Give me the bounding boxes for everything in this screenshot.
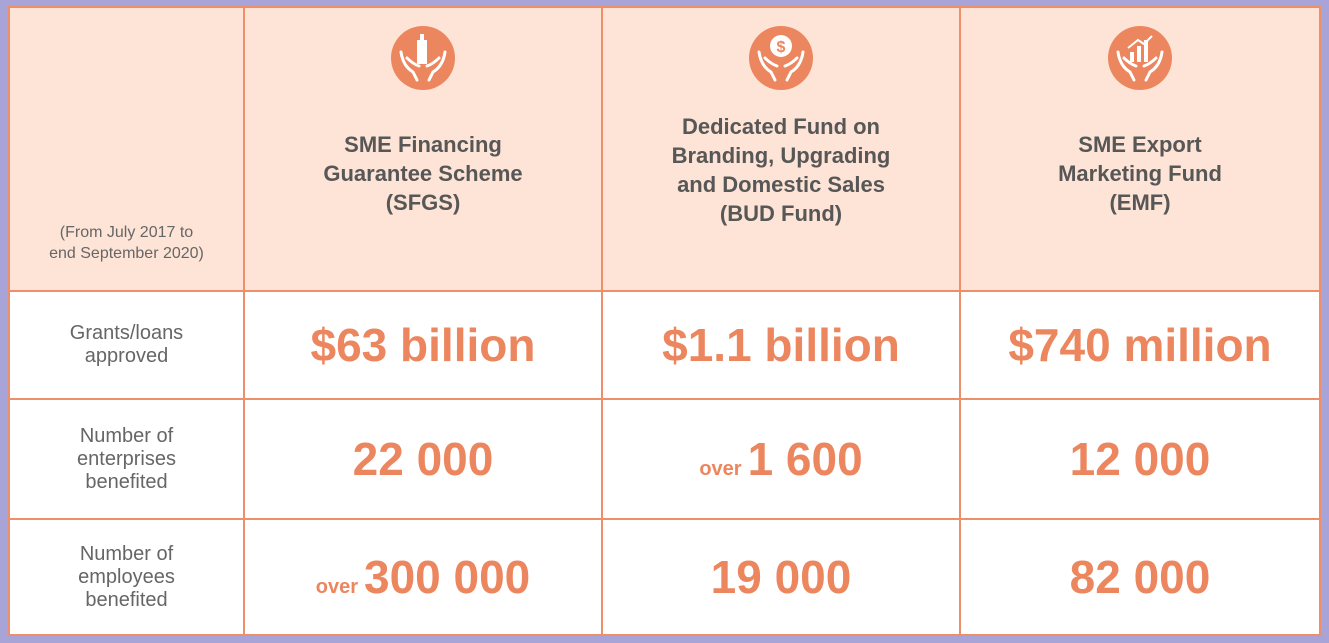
value: 19 000: [711, 550, 852, 604]
title-line: and Domestic Sales: [677, 172, 885, 197]
value-cell: $1.1 billion: [601, 290, 961, 400]
value-text: 22 000: [352, 433, 494, 485]
prefix: over: [699, 458, 742, 480]
title-line: Dedicated Fund on: [682, 114, 880, 139]
value-cell: 22 000: [243, 398, 603, 520]
row-label: Grants/loans approved: [8, 290, 245, 400]
value-cell: 82 000: [959, 518, 1321, 636]
value-cell: 12 000: [959, 398, 1321, 520]
value: 82 000: [1070, 550, 1211, 604]
value-text: $740 million: [1008, 319, 1272, 371]
value: 12 000: [1070, 432, 1211, 486]
label-line: benefited: [85, 470, 168, 493]
row-label: Number of enterprises benefited: [8, 398, 245, 520]
value-cell: $740 million: [959, 290, 1321, 400]
svg-text:$: $: [777, 39, 786, 56]
value-cell: 19 000: [601, 518, 961, 636]
title-line: (BUD Fund): [719, 201, 843, 226]
value-text: 12 000: [1069, 433, 1211, 485]
label-line: approved: [84, 345, 169, 367]
column-header: SME Export Marketing Fund (EMF): [959, 6, 1321, 292]
column-header: $ Dedicated Fund on Branding, Upgrading and…: [601, 6, 961, 292]
title-line: Marketing Fund: [1058, 161, 1222, 186]
label-line: Grants/loans: [69, 322, 184, 344]
column-header: SME Financing Guarantee Scheme (SFGS): [243, 6, 603, 292]
title-line: (EMF): [1109, 190, 1171, 215]
prefix: over: [315, 576, 358, 598]
title-line: SME Financing: [344, 132, 502, 157]
label-line: Number of: [79, 424, 174, 447]
table: (From July 2017 to end September 2020) SME…: [8, 6, 1321, 636]
value: $740 million: [1008, 318, 1271, 372]
value: 22 000: [353, 432, 494, 486]
icon: $: [749, 26, 813, 90]
label-line: employees: [78, 565, 175, 588]
label-line: Number of: [79, 542, 174, 565]
note-cell: (From July 2017 to end September 2020): [8, 6, 245, 292]
value: $63 billion: [311, 318, 536, 372]
icon: [391, 26, 455, 90]
value-text: $1.1 billion: [662, 319, 900, 371]
value: over 1 600: [699, 432, 862, 486]
title-line: Branding, Upgrading: [671, 143, 891, 168]
value-text: 1 600: [747, 433, 863, 485]
row-label: Number of employees benefited: [8, 518, 245, 636]
label-line: enterprises: [77, 447, 176, 470]
label-line: benefited: [85, 588, 168, 611]
value-cell: over 1 600: [601, 398, 961, 520]
value: $1.1 billion: [662, 318, 900, 372]
value-text: $63 billion: [310, 319, 536, 371]
value-cell: over 300 000: [243, 518, 603, 636]
value-text: 19 000: [710, 551, 852, 603]
note-line: (From July 2017 to: [59, 224, 194, 241]
title-line: (SFGS): [385, 190, 461, 215]
note-line: end September 2020): [49, 245, 204, 262]
icon: [1108, 26, 1172, 90]
value: over 300 000: [316, 550, 531, 604]
title-line: Guarantee Scheme: [323, 161, 523, 186]
title-line: SME Export: [1078, 132, 1202, 157]
value-text: 300 000: [363, 551, 531, 603]
value-text: 82 000: [1069, 551, 1211, 603]
value-cell: $63 billion: [243, 290, 603, 400]
